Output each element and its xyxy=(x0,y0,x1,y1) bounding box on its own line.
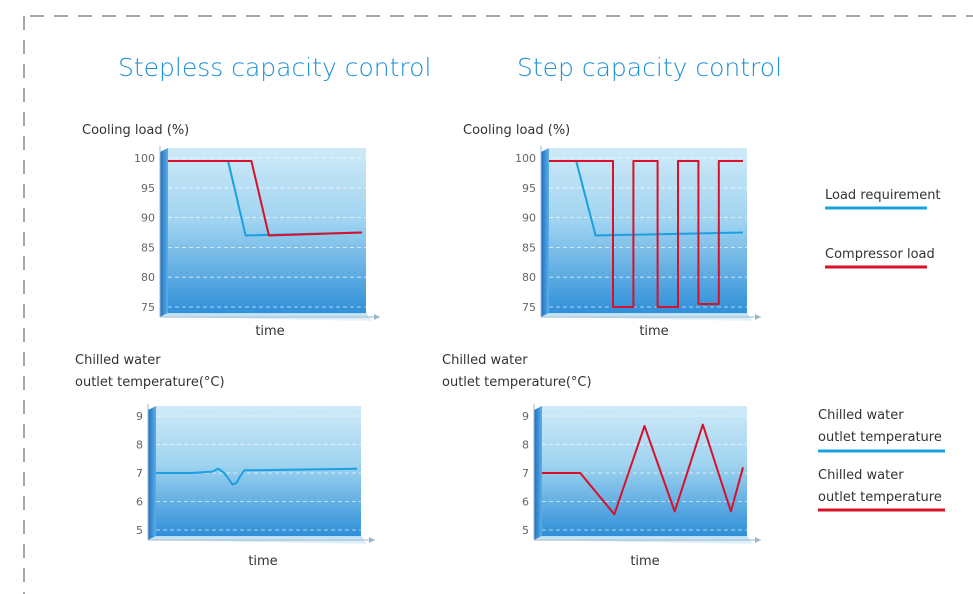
x-axis-label: time xyxy=(248,554,277,569)
y-tick-label-85: 85 xyxy=(522,241,536,254)
panel-left-wall xyxy=(541,148,549,317)
x-axis-arrow xyxy=(755,537,761,543)
legend-compressor-load-text: Compressor load xyxy=(825,247,935,262)
y-tick-label-100: 100 xyxy=(515,152,536,165)
x-axis-label: time xyxy=(639,324,668,339)
y-tick-label-7: 7 xyxy=(522,467,529,480)
y-tick-label-6: 6 xyxy=(136,496,143,509)
y-tick-label-95: 95 xyxy=(522,182,536,195)
y-axis-label-line-0: Cooling load (%) xyxy=(463,123,570,138)
y-tick-label-75: 75 xyxy=(522,301,536,314)
y-tick-label-9: 9 xyxy=(136,410,143,423)
x-axis-arrow xyxy=(755,314,761,320)
x-axis-label: time xyxy=(255,324,284,339)
chart-stepless-cooling: 75 80 85 90 95 100 Stepless capacity control Co… xyxy=(82,53,431,339)
legend-chilled-red-line2: outlet temperature xyxy=(818,490,942,505)
y-tick-label-85: 85 xyxy=(141,241,155,254)
series-line-red-1 xyxy=(168,160,363,237)
y-tick-label-90: 90 xyxy=(141,212,155,225)
panel-back-wall xyxy=(549,148,747,313)
y-tick-label-75: 75 xyxy=(141,301,155,314)
series-line-red-1 xyxy=(549,160,743,308)
legend: Load requirement Compressor load Chilled… xyxy=(818,188,945,512)
panel-left-wall xyxy=(160,148,168,317)
x-axis-label: time xyxy=(630,554,659,569)
y-tick-label-9: 9 xyxy=(522,410,529,423)
panel-title: Step capacity control xyxy=(517,53,782,82)
series-line-blue-0 xyxy=(156,467,358,486)
x-axis-arrow xyxy=(369,537,375,543)
panel-left-wall xyxy=(534,406,542,540)
y-tick-label-100: 100 xyxy=(134,152,155,165)
y-tick-label-80: 80 xyxy=(522,271,536,284)
x-axis-arrow xyxy=(374,314,380,320)
chart-stepless-temp: 5 6 7 8 9 Chilled water outlet temperature(°C)… xyxy=(75,353,375,569)
y-tick-label-7: 7 xyxy=(136,467,143,480)
y-axis-label-line-0: Chilled water xyxy=(442,353,528,368)
y-axis-label-line-1: outlet temperature(°C) xyxy=(75,375,225,390)
panel-title: Stepless capacity control xyxy=(118,53,431,82)
y-tick-label-8: 8 xyxy=(136,439,143,452)
y-tick-label-5: 5 xyxy=(522,524,529,537)
y-axis-label-line-0: Chilled water xyxy=(75,353,161,368)
legend-chilled-blue-line2: outlet temperature xyxy=(818,430,942,445)
legend-load-requirement-text: Load requirement xyxy=(825,188,941,203)
y-tick-label-5: 5 xyxy=(136,524,143,537)
series-line-red-0 xyxy=(542,423,744,516)
chart-step-temp: 5 6 7 8 9 Chilled water outlet temperature(°C)… xyxy=(442,353,761,569)
legend-chilled-blue-line1: Chilled water xyxy=(818,408,904,423)
y-tick-label-95: 95 xyxy=(141,182,155,195)
chart-step-cooling: 75 80 85 90 95 100 Step capacity control Coolin… xyxy=(463,53,782,339)
y-tick-label-80: 80 xyxy=(141,271,155,284)
y-tick-label-8: 8 xyxy=(522,439,529,452)
y-tick-label-90: 90 xyxy=(522,212,536,225)
y-axis-label-line-0: Cooling load (%) xyxy=(82,123,189,138)
y-axis-label-line-1: outlet temperature(°C) xyxy=(442,375,592,390)
panel-left-wall xyxy=(148,406,156,540)
y-tick-label-6: 6 xyxy=(522,496,529,509)
legend-chilled-red-line1: Chilled water xyxy=(818,468,904,483)
